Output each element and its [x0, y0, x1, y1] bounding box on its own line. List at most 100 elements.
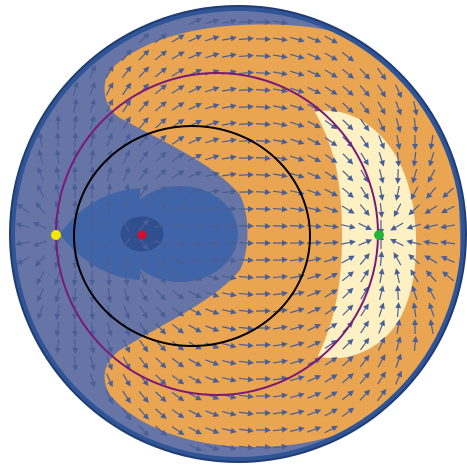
flow-arrow-head — [72, 347, 79, 354]
flow-arrow-head — [213, 188, 220, 195]
flow-arrow-head — [281, 36, 288, 43]
flow-arrow-head — [89, 364, 96, 371]
flow-arrow-head — [281, 307, 288, 314]
flow-arrow-head — [90, 81, 96, 89]
flow-arrow-head — [230, 188, 237, 195]
flow-arrow-head — [412, 336, 419, 343]
flow-arrow-head — [314, 156, 322, 163]
flow-arrow-head — [124, 380, 131, 387]
flow-arrow-head — [196, 257, 203, 264]
flow-arrow-head — [178, 258, 186, 264]
flow-arrow-head — [230, 120, 237, 127]
flow-arrow-head — [212, 326, 220, 332]
flow-arrow-head — [89, 115, 96, 122]
flow-arrow-head — [297, 122, 305, 128]
flow-arrow-head — [365, 224, 373, 231]
flow-arrow-head — [16, 203, 24, 210]
flow-arrow-head — [379, 142, 385, 150]
flow-arrow-head — [195, 52, 203, 58]
flow-arrow-head — [123, 200, 130, 207]
flow-arrow-head — [142, 184, 148, 192]
flow-arrow-head — [195, 18, 203, 24]
flow-arrow-head — [314, 341, 322, 347]
flow-arrow-head — [142, 66, 150, 73]
flow-arrow-head — [177, 310, 185, 317]
flow-arrow-head — [37, 149, 44, 156]
flow-arrow-head — [213, 240, 220, 247]
flow-arrow-head — [247, 308, 254, 315]
flow-arrow-head — [281, 273, 288, 280]
flow-arrow-head — [347, 373, 354, 380]
flow-arrow-head — [160, 50, 168, 57]
flow-arrow-head — [331, 272, 339, 279]
flow-arrow-head — [264, 172, 271, 179]
flow-arrow-head — [212, 52, 220, 58]
flow-arrow-head — [395, 126, 402, 133]
flow-arrow-head — [247, 427, 254, 434]
flow-arrow-head — [314, 273, 322, 279]
flow-arrow-head — [281, 206, 288, 213]
flow-arrow-head — [264, 240, 271, 247]
flow-arrow-head — [89, 149, 96, 156]
flow-arrow-head — [380, 388, 387, 396]
flow-arrow-head — [347, 407, 355, 414]
flow-arrow-head — [162, 222, 169, 229]
flow-arrow-head — [349, 239, 356, 246]
flow-arrow-head — [88, 262, 95, 269]
flow-arrow-head — [394, 268, 401, 275]
flow-arrow-head — [195, 188, 203, 194]
flow-arrow-head — [247, 223, 254, 230]
flow-arrow-head — [179, 222, 186, 229]
flow-arrow-head — [213, 154, 220, 161]
flow-arrow-head — [347, 191, 354, 198]
flow-arrow-head — [71, 313, 78, 320]
flow-arrow-head — [123, 183, 130, 190]
flow-arrow-head — [346, 158, 354, 165]
flow-arrow-head — [264, 324, 271, 331]
flow-arrow-head — [395, 302, 402, 309]
flow-arrow-head — [331, 408, 338, 415]
flow-arrow-head — [125, 396, 131, 404]
flow-arrow-head — [160, 134, 167, 142]
flow-arrow-head — [298, 172, 305, 179]
flow-arrow-head — [230, 308, 237, 315]
flow-arrow-head — [347, 106, 354, 114]
flow-arrow-head — [195, 292, 203, 299]
flow-arrow-head — [298, 206, 305, 213]
flow-arrow-head — [363, 107, 370, 115]
flow-arrow-head — [281, 121, 288, 128]
flow-arrow-head — [106, 296, 113, 303]
flow-arrow-head — [281, 87, 288, 94]
flow-arrow-head — [314, 392, 322, 398]
flow-arrow-head — [330, 357, 338, 363]
flow-arrow-head — [264, 290, 271, 297]
flow-arrow-head — [314, 324, 322, 330]
flow-arrow-head — [347, 338, 354, 346]
flow-arrow-head — [125, 413, 132, 421]
flow-arrow-head — [107, 115, 113, 123]
flow-arrow-head — [298, 290, 305, 297]
flow-arrow-head — [331, 207, 339, 213]
flow-arrow-head — [90, 64, 96, 72]
flow-arrow-head — [16, 258, 23, 265]
flow-arrow-head — [330, 322, 338, 329]
flow-arrow-head — [396, 91, 402, 99]
flow-arrow-head — [423, 239, 430, 246]
flow-arrow-head — [347, 55, 355, 62]
flow-arrow-head — [331, 425, 338, 432]
flow-arrow-head — [230, 103, 237, 110]
flow-arrow-head — [89, 330, 96, 337]
flow-arrow-head — [125, 82, 132, 90]
flow-arrow-head — [298, 358, 305, 365]
flow-arrow-head — [298, 375, 305, 382]
flow-arrow-head — [394, 285, 401, 292]
flow-arrow-head — [331, 37, 338, 44]
flow-arrow-head — [177, 135, 185, 142]
flow-arrow-head — [32, 241, 40, 247]
flow-arrow-head — [281, 19, 288, 26]
flow-arrow-head — [314, 37, 322, 43]
flow-arrow-head — [142, 379, 149, 387]
flow-arrow-head — [196, 222, 203, 229]
flow-arrow-head — [89, 245, 96, 252]
flow-arrow-head — [104, 218, 110, 226]
